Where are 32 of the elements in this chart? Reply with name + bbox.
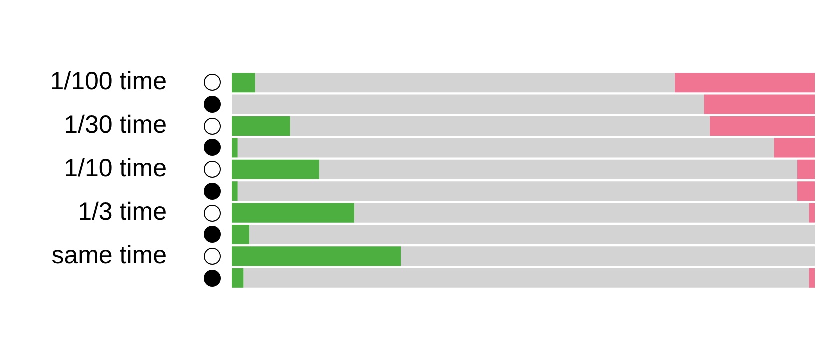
bar: [232, 268, 244, 288]
bar: [710, 116, 815, 136]
bar: [704, 94, 815, 114]
bar: [238, 182, 798, 202]
bar: [244, 268, 810, 288]
bar: [232, 138, 238, 158]
y-tick-label: 1/100 time: [50, 68, 167, 96]
bar: [238, 138, 774, 158]
bar: [798, 160, 815, 180]
bar: [249, 224, 815, 245]
bar: [401, 246, 815, 266]
y-tick-label: same time: [52, 241, 167, 270]
bar: [232, 94, 704, 114]
bar: [232, 116, 290, 136]
bar: [319, 160, 798, 180]
bar: [675, 73, 815, 93]
bar: [798, 182, 815, 202]
y-tick-label: 1/3 time: [78, 198, 167, 226]
bar: [774, 138, 815, 158]
bar: [809, 203, 815, 223]
bar: [232, 160, 320, 180]
bar: [232, 246, 402, 266]
bar: [232, 203, 354, 223]
bar: [354, 203, 810, 223]
bar: [290, 116, 710, 136]
bar: [232, 73, 256, 93]
y-tick-label: 1/10 time: [64, 154, 167, 183]
y-tick-label: 1/30 time: [64, 111, 167, 140]
bar: [232, 182, 238, 202]
bar: [809, 268, 815, 288]
bar: [255, 73, 676, 93]
bar: [232, 224, 250, 245]
